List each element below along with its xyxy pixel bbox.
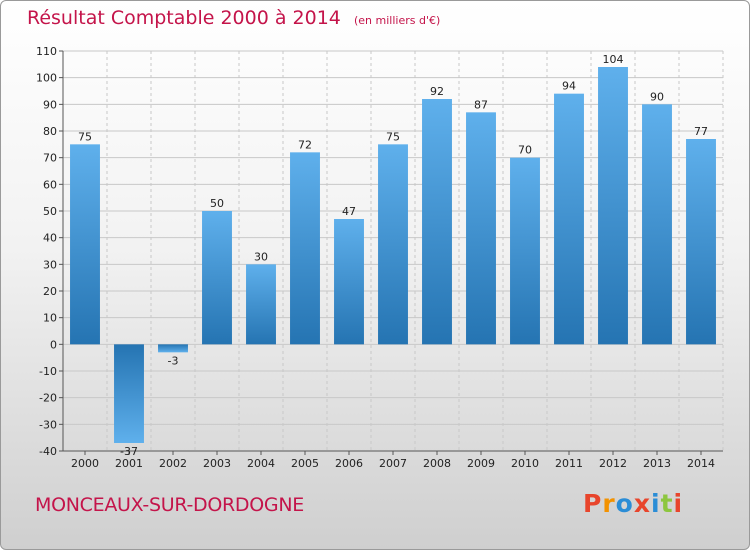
logo-letter: o bbox=[615, 489, 634, 518]
value-label-2008: 92 bbox=[430, 85, 444, 98]
y-tick-label-10: 10 bbox=[43, 312, 57, 325]
x-tick-label-2009: 2009 bbox=[467, 457, 495, 470]
y-tick-label-70: 70 bbox=[43, 152, 57, 165]
value-label-2011: 94 bbox=[562, 80, 576, 93]
x-tick-label-2011: 2011 bbox=[555, 457, 583, 470]
bar-2012 bbox=[598, 67, 628, 345]
logo-letter: r bbox=[602, 489, 616, 518]
value-label-2013: 90 bbox=[650, 90, 664, 103]
bar-2002 bbox=[158, 344, 188, 353]
bar-2010 bbox=[510, 157, 540, 345]
chart-title: Résultat Comptable 2000 à 2014 bbox=[27, 7, 341, 29]
bar-2014 bbox=[686, 139, 716, 345]
x-tick-label-2008: 2008 bbox=[423, 457, 451, 470]
bar-2003 bbox=[202, 211, 232, 345]
x-tick-label-2000: 2000 bbox=[71, 457, 99, 470]
x-tick-label-2004: 2004 bbox=[247, 457, 275, 470]
proxiti-logo[interactable]: Proxiti bbox=[583, 489, 683, 518]
bar-2001 bbox=[114, 344, 144, 443]
value-labels: 75 -37 -3 50 30 72 47 75 92 87 70 94 104 90 77 bbox=[78, 53, 708, 458]
y-tick-label-50: 50 bbox=[43, 205, 57, 218]
bar-2008 bbox=[422, 99, 452, 345]
chart-unit-label: (en milliers d'€) bbox=[353, 14, 441, 27]
bar-2005 bbox=[290, 152, 320, 345]
x-tick-label-2007: 2007 bbox=[379, 457, 407, 470]
value-label-2012: 104 bbox=[603, 53, 624, 66]
bar-2007 bbox=[378, 144, 408, 345]
value-label-2004: 30 bbox=[254, 250, 268, 263]
y-tick-label-80: 80 bbox=[43, 125, 57, 138]
value-label-2002: -3 bbox=[168, 354, 179, 367]
y-tick-label-90: 90 bbox=[43, 98, 57, 111]
y-tick-label-30: 30 bbox=[43, 258, 57, 271]
value-label-2010: 70 bbox=[518, 144, 532, 157]
value-label-2014: 77 bbox=[694, 125, 708, 138]
title-row: Résultat Comptable 2000 à 2014 (en milli… bbox=[27, 7, 440, 29]
logo-letter: i bbox=[673, 489, 684, 518]
logo-letter: i bbox=[651, 489, 661, 518]
bar-2011 bbox=[554, 93, 584, 345]
axes: -40 -30 -20 -10 0 10 20 30 40 50 60 70 80 90 100 110 200… bbox=[36, 45, 723, 470]
commune-name: MONCEAUX-SUR-DORDOGNE bbox=[35, 494, 304, 516]
x-tick-label-2003: 2003 bbox=[203, 457, 231, 470]
y-tick-label--20: -20 bbox=[39, 392, 57, 405]
value-label-2006: 47 bbox=[342, 205, 356, 218]
value-label-2007: 75 bbox=[386, 130, 400, 143]
value-label-2005: 72 bbox=[298, 138, 312, 151]
bars bbox=[70, 67, 716, 443]
value-label-2009: 87 bbox=[474, 98, 488, 111]
value-label-2003: 50 bbox=[210, 197, 224, 210]
x-tick-label-2012: 2012 bbox=[599, 457, 627, 470]
y-tick-label-40: 40 bbox=[43, 232, 57, 245]
bar-2004 bbox=[246, 264, 276, 345]
x-tick-label-2010: 2010 bbox=[511, 457, 539, 470]
bar-2009 bbox=[466, 112, 496, 345]
x-tick-label-2002: 2002 bbox=[159, 457, 187, 470]
y-tick-label-0: 0 bbox=[50, 338, 57, 351]
x-tick-label-2013: 2013 bbox=[643, 457, 671, 470]
logo-letter: x bbox=[633, 489, 651, 518]
x-tick-label-2014: 2014 bbox=[687, 457, 715, 470]
logo-letter: P bbox=[583, 489, 603, 518]
y-tick-label-100: 100 bbox=[36, 72, 57, 85]
y-tick-label-110: 110 bbox=[36, 45, 57, 58]
bar-2013 bbox=[642, 104, 672, 345]
value-label-2000: 75 bbox=[78, 130, 92, 143]
value-label-2001: -37 bbox=[120, 445, 138, 458]
x-tick-label-2006: 2006 bbox=[335, 457, 363, 470]
y-tick-label--40: -40 bbox=[39, 445, 57, 458]
y-tick-label--30: -30 bbox=[39, 418, 57, 431]
logo-letter: t bbox=[660, 489, 674, 518]
bar-2000 bbox=[70, 144, 100, 345]
x-tick-label-2005: 2005 bbox=[291, 457, 319, 470]
y-tick-label-60: 60 bbox=[43, 178, 57, 191]
bar-2006 bbox=[334, 219, 364, 345]
x-tick-label-2001: 2001 bbox=[115, 457, 143, 470]
y-tick-label-20: 20 bbox=[43, 285, 57, 298]
y-tick-label--10: -10 bbox=[39, 365, 57, 378]
